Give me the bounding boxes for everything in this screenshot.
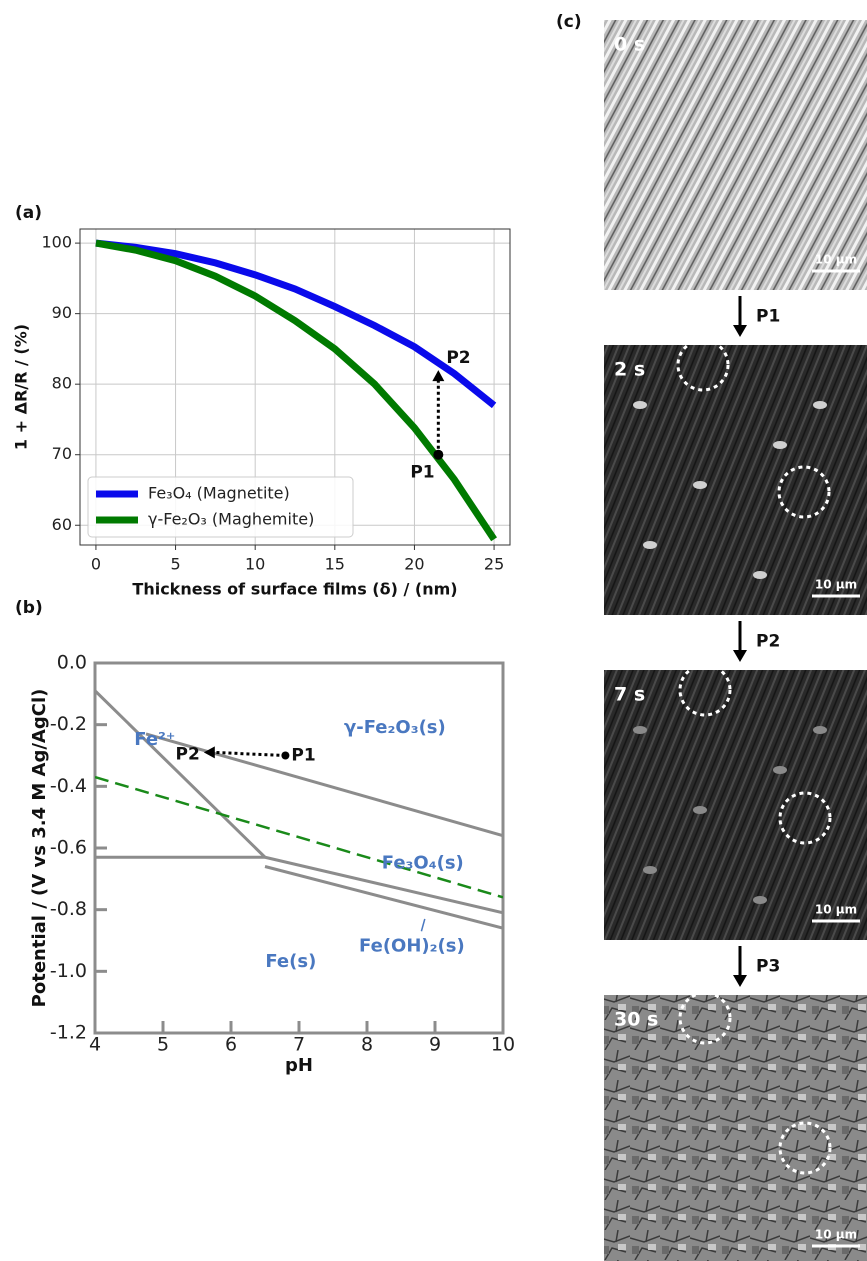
arrow-head: [203, 746, 215, 759]
micrograph: [604, 995, 867, 1261]
speck: [753, 896, 767, 904]
step-label: P2: [756, 632, 780, 652]
annotation: P2: [176, 744, 200, 764]
y-tick-label: 60: [52, 515, 72, 534]
series-line: [95, 239, 497, 542]
x-tick-label: 20: [404, 555, 424, 574]
micrograph: [604, 345, 867, 615]
step-arrow-head: [733, 325, 747, 337]
boundary-line: [264, 855, 503, 915]
y-tick-label: 90: [52, 303, 72, 322]
scale-label: 10 µm: [815, 253, 857, 267]
speck: [693, 481, 707, 489]
x-tick-label: 15: [325, 555, 345, 574]
highlight-circle: [778, 791, 832, 845]
x-axis-title: pH: [285, 1055, 313, 1076]
y-tick-label: -0.4: [50, 775, 87, 797]
region-label: γ-Fe₂O₃(s): [344, 717, 446, 738]
scale-label: 10 µm: [815, 1228, 857, 1242]
speck: [633, 726, 647, 734]
y-tick-label: 70: [52, 444, 72, 463]
x-tick-label: 6: [225, 1034, 237, 1056]
x-tick-label: 10: [245, 555, 265, 574]
highlight-circle: [676, 338, 730, 392]
y-tick-label: 100: [41, 233, 72, 252]
time-label: 0 s: [614, 34, 645, 56]
step-arrow-head: [733, 650, 747, 662]
point-marker: [433, 449, 444, 460]
x-tick-label: 4: [89, 1034, 101, 1056]
x-tick-label: 7: [293, 1034, 305, 1056]
y-tick-label: 80: [52, 374, 72, 393]
speck: [643, 866, 657, 874]
point-marker: [281, 751, 290, 760]
region-label: Fe(OH)₂(s): [359, 936, 465, 957]
boundary-line: [264, 865, 503, 930]
boundary-line: [145, 732, 503, 838]
plot-frame: [79, 228, 511, 546]
y-tick-label: 0.0: [57, 652, 87, 674]
speck: [773, 441, 787, 449]
step-label: P1: [756, 307, 780, 327]
region-label: Fe₃O₄(s): [382, 852, 464, 873]
speck: [633, 401, 647, 409]
speck: [753, 571, 767, 579]
arrow-head: [432, 370, 445, 382]
x-tick-label: 10: [491, 1034, 515, 1056]
y-tick-label: -0.2: [50, 713, 87, 735]
time-label: 30 s: [614, 1009, 658, 1031]
plot-area: [95, 239, 497, 542]
legend-label: Fe₃O₄ (Magnetite): [148, 484, 290, 503]
y-tick-label: -0.6: [50, 837, 87, 859]
plot-area: [95, 689, 503, 930]
leader: [420, 918, 426, 932]
scale-label: 10 µm: [815, 578, 857, 592]
micrograph: [604, 670, 867, 940]
time-label: 7 s: [614, 684, 645, 706]
x-tick-label: 5: [170, 555, 180, 574]
speck: [693, 806, 707, 814]
x-tick-label: 0: [91, 555, 101, 574]
y-axis-title: Potential / (V vs 3.4 M Ag/AgCl): [29, 689, 50, 1008]
legend-label: γ-Fe₂O₃ (Maghemite): [148, 510, 314, 529]
highlight-circle: [777, 465, 831, 519]
panel-label: (c): [556, 12, 582, 32]
y-tick-label: -1.0: [50, 960, 87, 982]
y-axis-title: 1 + ΔR/R / (%): [12, 324, 31, 450]
speck: [643, 541, 657, 549]
boundary-line: [95, 689, 267, 859]
time-label: 2 s: [614, 359, 645, 381]
highlight-circle: [678, 991, 732, 1045]
y-tick-label: -1.2: [50, 1022, 87, 1044]
speck: [773, 766, 787, 774]
scale-label: 10 µm: [815, 903, 857, 917]
annotation: P1: [410, 463, 434, 483]
step-arrow-head: [733, 975, 747, 987]
panel-label: (b): [15, 598, 43, 618]
x-tick-label: 5: [157, 1034, 169, 1056]
highlight-circle: [678, 663, 732, 717]
x-tick-label: 9: [429, 1034, 441, 1056]
series-line: [95, 239, 497, 409]
region-label: Fe²⁺: [134, 729, 175, 750]
boundary-line: [95, 775, 503, 899]
x-axis-title: Thickness of surface films (δ) / (nm): [132, 580, 457, 599]
highlight-circle: [778, 1121, 832, 1175]
speck: [813, 726, 827, 734]
plot-frame: [93, 661, 505, 1035]
annotation: P1: [291, 746, 315, 766]
x-tick-label: 25: [484, 555, 504, 574]
region-label: Fe(s): [265, 951, 316, 972]
panel-label: (a): [15, 203, 42, 223]
speck: [813, 401, 827, 409]
annotation: P2: [446, 348, 470, 368]
legend-box: [87, 476, 354, 538]
step-label: P3: [756, 957, 780, 977]
micrograph: [604, 20, 867, 290]
x-tick-label: 8: [361, 1034, 373, 1056]
y-tick-label: -0.8: [50, 898, 87, 920]
